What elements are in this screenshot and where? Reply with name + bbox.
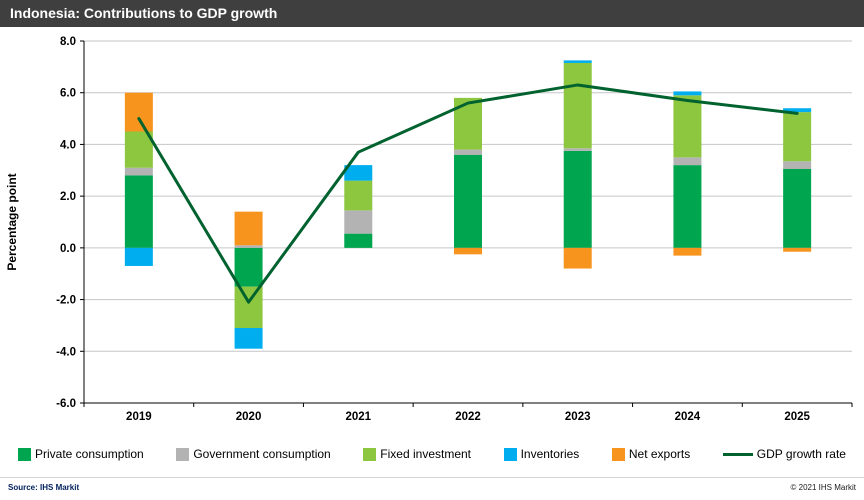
y-tick-label: 2.0 xyxy=(60,191,76,203)
fixed-investment-bar-segment xyxy=(783,112,812,162)
legend-color-swatch xyxy=(176,447,190,461)
private-consumption-bar-segment xyxy=(454,154,482,248)
source-note: Source: IHS Markit xyxy=(8,483,80,492)
government-consumption-bar-segment xyxy=(454,149,482,155)
inventories-bar-segment xyxy=(563,60,592,63)
legend-item-private-consumption: Private consumption xyxy=(18,447,144,461)
chart-title: Indonesia: Contributions to GDP growth xyxy=(0,0,864,27)
y-tick-label: 6.0 xyxy=(60,88,76,100)
fixed-investment-bar-segment xyxy=(673,95,702,158)
legend-item-net-exports: Net exports xyxy=(611,447,691,461)
net-exports-bar-segment xyxy=(783,247,812,252)
legend-color-swatch xyxy=(611,447,625,461)
inventories-bar-segment xyxy=(234,328,263,349)
legend-label: Net exports xyxy=(628,447,691,461)
y-axis-title: Percentage point xyxy=(5,173,19,270)
y-tick-label: -4.0 xyxy=(56,346,76,358)
government-consumption-bar-segment xyxy=(124,167,153,176)
net-exports-bar-segment xyxy=(454,247,482,255)
x-tick-label: 2022 xyxy=(455,411,481,423)
private-consumption-bar-segment xyxy=(344,233,373,248)
x-tick-label: 2020 xyxy=(236,411,262,423)
inventories-bar-segment xyxy=(783,108,812,113)
y-tick-label: -2.0 xyxy=(56,295,76,307)
footer: Source: IHS Markit © 2021 IHS Markit xyxy=(0,477,864,500)
fixed-investment-bar-segment xyxy=(124,131,153,168)
private-consumption-bar-segment xyxy=(124,175,153,248)
legend-label: Inventories xyxy=(520,447,580,461)
inventories-bar-segment xyxy=(124,247,153,266)
legend-item-inventories: Inventories xyxy=(503,447,580,461)
legend-label: Government consumption xyxy=(193,447,331,461)
government-consumption-bar-segment xyxy=(563,148,592,151)
y-tick-label: 8.0 xyxy=(60,36,76,48)
legend-label: GDP growth rate xyxy=(756,447,846,461)
x-tick-label: 2025 xyxy=(784,411,810,423)
legend-item-government-consumption: Government consumption xyxy=(176,447,331,461)
inventories-bar-segment xyxy=(344,165,373,181)
government-consumption-bar-segment xyxy=(783,161,812,169)
private-consumption-bar-segment xyxy=(234,247,263,287)
legend-label: Private consumption xyxy=(35,447,144,461)
private-consumption-bar-segment xyxy=(563,150,592,248)
legend-color-swatch xyxy=(18,447,31,461)
x-tick-label: 2021 xyxy=(345,411,371,423)
net-exports-bar-segment xyxy=(563,247,592,269)
x-tick-label: 2023 xyxy=(565,411,591,423)
y-tick-label: 0.0 xyxy=(60,243,76,255)
government-consumption-bar-segment xyxy=(234,245,263,248)
private-consumption-bar-segment xyxy=(673,165,702,248)
fixed-investment-bar-segment xyxy=(454,97,482,150)
gdp-growth-rate-line xyxy=(137,83,799,304)
fixed-investment-bar-segment xyxy=(344,180,373,211)
legend-line-swatch xyxy=(722,452,753,456)
legend: Private consumption Government consumptio… xyxy=(18,447,846,461)
legend-item-fixed-investment: Fixed investment xyxy=(363,447,471,461)
inventories-bar-segment xyxy=(673,91,702,96)
y-tick-label: 4.0 xyxy=(60,139,76,151)
government-consumption-bar-segment xyxy=(344,210,373,234)
government-consumption-bar-segment xyxy=(673,157,702,166)
net-exports-bar-segment xyxy=(234,211,263,246)
gdp-contributions-chart: -6.0 -4.0 -2.0 0.0 2.0 4.0 6.0 8.0 2019 2020 2021 2… xyxy=(5,36,853,423)
fixed-investment-bar-segment xyxy=(234,286,263,329)
net-exports-bar-segment xyxy=(673,247,702,256)
net-exports-bar-segment xyxy=(124,92,153,132)
y-tick-label: -6.0 xyxy=(56,398,76,410)
legend-item-gdp-growth-rate: GDP growth rate xyxy=(722,447,846,461)
legend-color-swatch xyxy=(503,447,517,461)
copyright-note: © 2021 IHS Markit xyxy=(790,483,856,492)
x-tick-label: 2019 xyxy=(126,411,152,423)
x-tick-label: 2024 xyxy=(675,411,701,423)
fixed-investment-bar-segment xyxy=(563,62,592,149)
legend-label: Fixed investment xyxy=(380,447,471,461)
legend-color-swatch xyxy=(363,447,377,461)
private-consumption-bar-segment xyxy=(783,168,812,248)
